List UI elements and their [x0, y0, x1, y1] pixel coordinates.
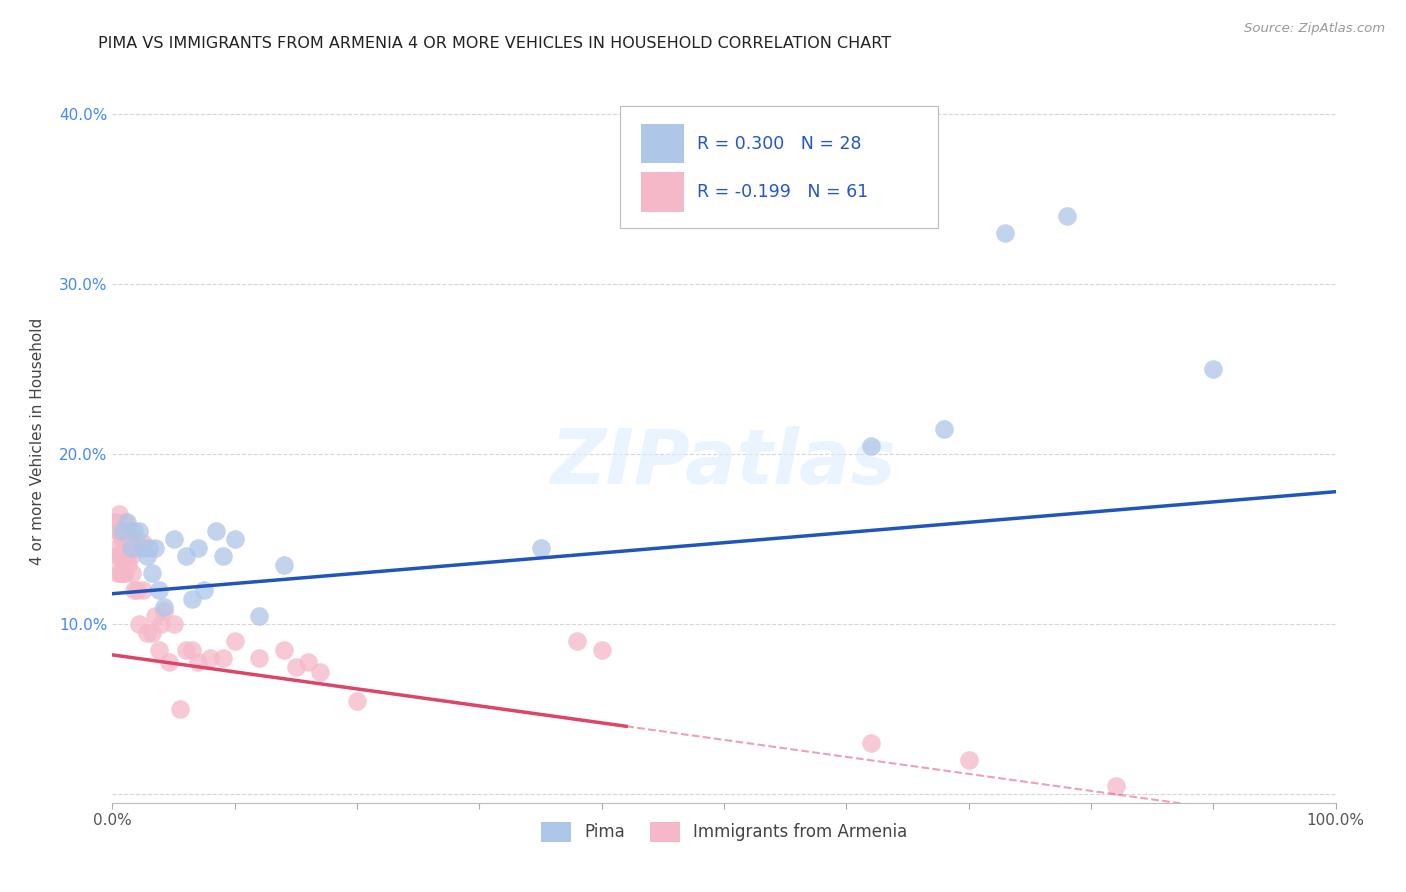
Point: [247, 608, 270, 623]
Point: [309, 665, 332, 679]
Point: [121, 566, 143, 581]
Point: [141, 566, 163, 581]
Point: [148, 583, 170, 598]
Point: [107, 549, 129, 564]
Point: [148, 642, 170, 657]
Text: PIMA VS IMMIGRANTS FROM ARMENIA 4 OR MORE VEHICLES IN HOUSEHOLD CORRELATION CHAR: PIMA VS IMMIGRANTS FROM ARMENIA 4 OR MOR…: [98, 36, 891, 51]
Point: [141, 625, 163, 640]
Point: [114, 535, 136, 549]
Point: [135, 549, 157, 564]
Point: [859, 439, 882, 453]
Point: [115, 516, 138, 530]
Point: [101, 516, 124, 530]
Point: [157, 655, 180, 669]
Point: [297, 655, 319, 669]
Point: [107, 507, 129, 521]
Point: [117, 533, 139, 547]
Point: [143, 608, 166, 623]
Point: [110, 549, 132, 564]
Point: [124, 524, 146, 538]
Point: [346, 694, 368, 708]
Point: [273, 642, 295, 657]
Point: [200, 651, 222, 665]
Point: [169, 702, 191, 716]
Text: ZIPatlas: ZIPatlas: [551, 426, 897, 500]
Point: [114, 516, 136, 530]
Point: [273, 558, 295, 572]
Point: [125, 583, 148, 598]
Point: [132, 583, 155, 598]
Point: [163, 617, 186, 632]
Point: [132, 535, 155, 549]
Point: [247, 651, 270, 665]
Point: [135, 625, 157, 640]
Point: [105, 549, 128, 564]
Point: [120, 549, 142, 564]
Point: [110, 524, 132, 538]
Legend: Pima, Immigrants from Armenia: Pima, Immigrants from Armenia: [534, 815, 914, 848]
Point: [120, 541, 142, 555]
Point: [174, 549, 197, 564]
Point: [284, 660, 308, 674]
Point: [859, 736, 882, 750]
Point: [108, 566, 131, 581]
Point: [125, 541, 148, 555]
Point: [128, 617, 150, 632]
Point: [994, 227, 1017, 241]
Point: [193, 583, 215, 598]
Point: [121, 535, 143, 549]
Point: [934, 422, 956, 436]
Point: [957, 753, 980, 767]
Point: [124, 583, 146, 598]
Point: [108, 524, 131, 538]
Point: [529, 541, 551, 555]
Point: [107, 524, 129, 538]
Point: [153, 604, 176, 618]
Point: [224, 634, 246, 648]
Point: [112, 524, 135, 538]
Point: [111, 566, 134, 581]
Point: [111, 533, 134, 547]
Bar: [641, 124, 683, 163]
Point: [120, 524, 142, 538]
Point: [111, 524, 134, 538]
Point: [115, 524, 138, 538]
Point: [205, 524, 228, 538]
Point: [138, 541, 160, 555]
Point: [112, 566, 135, 581]
Point: [115, 549, 138, 564]
Point: [1202, 362, 1225, 376]
Point: [567, 634, 589, 648]
Point: [143, 541, 166, 555]
Point: [114, 566, 136, 581]
Bar: [641, 172, 683, 211]
Point: [224, 533, 246, 547]
Point: [174, 642, 197, 657]
Point: [181, 642, 204, 657]
Point: [211, 549, 233, 564]
Text: Source: ZipAtlas.com: Source: ZipAtlas.com: [1244, 22, 1385, 36]
Point: [187, 541, 209, 555]
Point: [187, 655, 209, 669]
Point: [153, 600, 176, 615]
Point: [114, 549, 136, 564]
FancyBboxPatch shape: [620, 105, 938, 228]
Text: R = 0.300   N = 28: R = 0.300 N = 28: [697, 135, 862, 153]
Point: [105, 566, 128, 581]
Point: [1056, 209, 1078, 223]
Point: [1104, 779, 1126, 793]
Point: [105, 524, 128, 538]
Point: [150, 617, 173, 632]
Point: [181, 591, 204, 606]
Point: [105, 541, 128, 555]
Point: [132, 541, 155, 555]
Point: [128, 524, 150, 538]
Point: [105, 516, 128, 530]
Text: R = -0.199   N = 61: R = -0.199 N = 61: [697, 183, 869, 202]
Y-axis label: 4 or more Vehicles in Household: 4 or more Vehicles in Household: [31, 318, 45, 566]
Point: [591, 642, 613, 657]
Point: [117, 558, 139, 572]
Point: [211, 651, 233, 665]
Point: [163, 533, 186, 547]
